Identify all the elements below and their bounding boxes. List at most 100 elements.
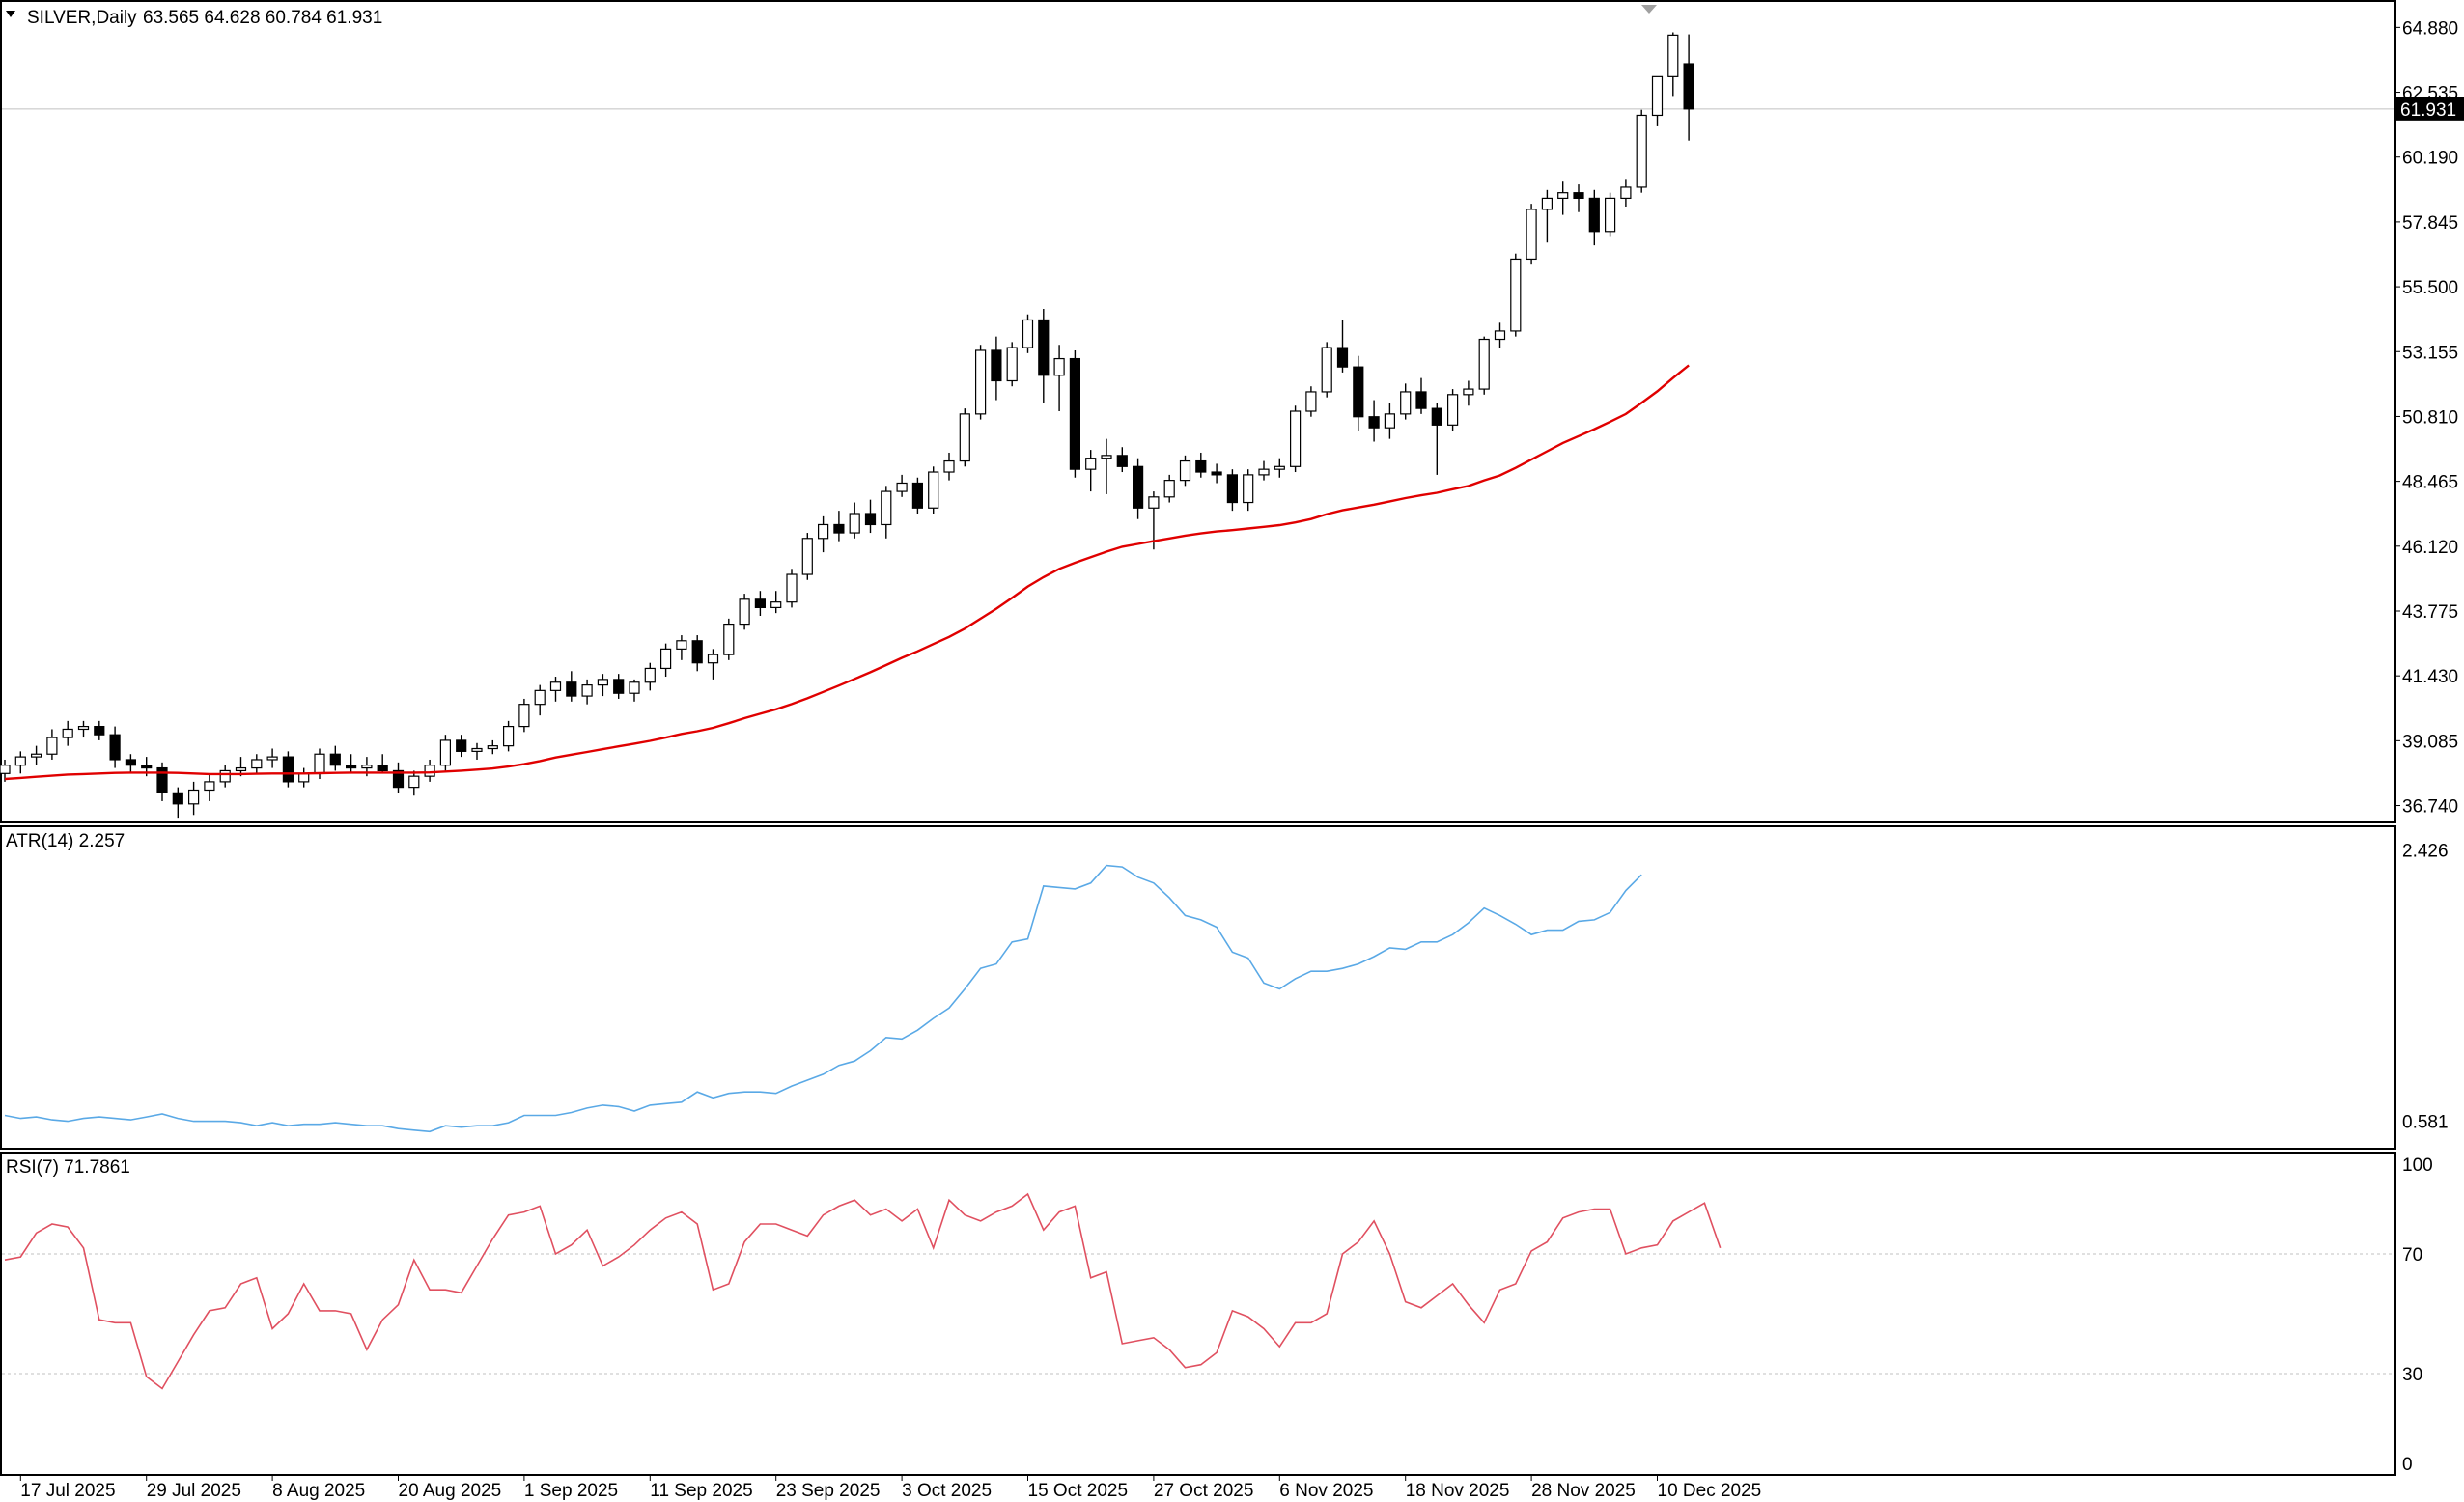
candle-body-up: [1620, 186, 1632, 200]
chart-shift-marker-icon[interactable]: [1641, 5, 1657, 14]
candle: [1069, 349, 1081, 478]
candle-body-down: [346, 765, 357, 769]
candle: [346, 754, 357, 774]
candle: [1258, 460, 1270, 481]
candle-body-down: [833, 523, 845, 534]
rsi-tick-label: 100: [2402, 1155, 2433, 1176]
candle: [613, 674, 625, 699]
candle: [1415, 377, 1427, 414]
current-price-tag: [2396, 97, 2464, 121]
candle-body-down: [1588, 197, 1600, 233]
candle-body-up: [219, 769, 231, 783]
date-tick-label: 8 Aug 2025: [272, 1481, 365, 1501]
candle: [849, 502, 860, 539]
candle-body-down: [1336, 347, 1349, 368]
candle-body-down: [864, 513, 877, 526]
rsi-indicator-label: RSI(7) 71.7861: [6, 1157, 130, 1178]
candle-body-up: [1510, 258, 1522, 332]
candle: [1557, 181, 1569, 215]
candle: [1163, 474, 1175, 503]
candle: [77, 720, 90, 738]
candle: [1478, 336, 1490, 395]
candle-body-up: [408, 775, 420, 789]
candle-body-up: [1148, 496, 1160, 509]
candle: [534, 684, 546, 716]
candle: [770, 591, 782, 614]
candle: [329, 745, 341, 771]
candle: [204, 773, 215, 801]
candle: [1243, 469, 1254, 512]
candle: [94, 720, 105, 740]
candle-body-up: [1274, 465, 1285, 470]
candle: [629, 679, 640, 702]
candle-body-down: [991, 349, 1002, 382]
candle-body-down: [1431, 407, 1442, 426]
candle-body-up: [1667, 34, 1679, 77]
date-tick-label: 28 Nov 2025: [1531, 1481, 1636, 1501]
candle-body-up: [1163, 480, 1175, 498]
candle: [659, 643, 672, 678]
candle-body-up: [1400, 391, 1412, 415]
price-tick-label: 64.880: [2402, 18, 2458, 39]
candle-body-up: [1526, 209, 1537, 261]
candle: [1226, 469, 1239, 512]
date-tick-label: 27 Oct 2025: [1154, 1481, 1254, 1501]
candle: [691, 635, 703, 672]
candle: [439, 735, 451, 771]
candle-body-up: [801, 538, 813, 575]
main-panel-frame: [0, 0, 2396, 823]
candle: [833, 511, 845, 542]
candle: [518, 698, 530, 733]
candle-body-up: [1053, 357, 1065, 376]
moving-average-line: [4, 364, 1690, 781]
candle: [1494, 322, 1506, 348]
candle-body-down: [1683, 63, 1694, 110]
candle: [1211, 463, 1222, 484]
candle-body-down: [1069, 357, 1081, 470]
candle-body-up: [974, 349, 987, 415]
candle-body-down: [1353, 366, 1364, 418]
candle-body-up: [502, 725, 515, 747]
candle: [62, 720, 73, 746]
candle: [14, 751, 26, 774]
candle: [928, 466, 939, 514]
candle: [817, 515, 829, 553]
candle-body-up: [581, 684, 593, 697]
candle: [471, 742, 483, 760]
candle-body-up: [1463, 388, 1474, 396]
candle-body-up: [361, 765, 373, 769]
candle-body-up: [77, 725, 90, 731]
date-tick-label: 10 Dec 2025: [1658, 1481, 1762, 1501]
candle: [786, 569, 798, 608]
candle: [1132, 458, 1144, 519]
candle-body-up: [62, 728, 73, 738]
candle: [1274, 458, 1285, 478]
candle-body-up: [1258, 468, 1270, 476]
ohlc-label: 63.565 64.628 60.784 61.931: [143, 8, 382, 28]
rsi-tick-label: 70: [2402, 1245, 2422, 1266]
candle-body-up: [1636, 114, 1647, 188]
date-tick-label: 1 Sep 2025: [524, 1481, 618, 1501]
candle-body-up: [487, 745, 498, 750]
candle: [896, 474, 908, 497]
candle: [1683, 34, 1694, 141]
candle-body-down: [109, 734, 121, 761]
candle-body-down: [1116, 455, 1128, 467]
candle-body-up: [251, 759, 263, 769]
candle: [408, 770, 420, 796]
candle: [1384, 403, 1396, 439]
date-tick-label: 18 Nov 2025: [1406, 1481, 1510, 1501]
candle-body-up: [1022, 319, 1034, 348]
atr-tick-label: 0.581: [2402, 1112, 2449, 1132]
candle-body-up: [659, 648, 672, 670]
candle: [1588, 189, 1600, 246]
candle: [1006, 342, 1018, 387]
collapse-triangle-icon[interactable]: [6, 11, 15, 17]
candle: [1446, 389, 1459, 431]
candle-body-up: [928, 471, 939, 509]
price-tick-label: 57.845: [2402, 213, 2458, 234]
candle: [959, 408, 970, 467]
candle: [1101, 438, 1112, 494]
candle: [881, 486, 892, 539]
